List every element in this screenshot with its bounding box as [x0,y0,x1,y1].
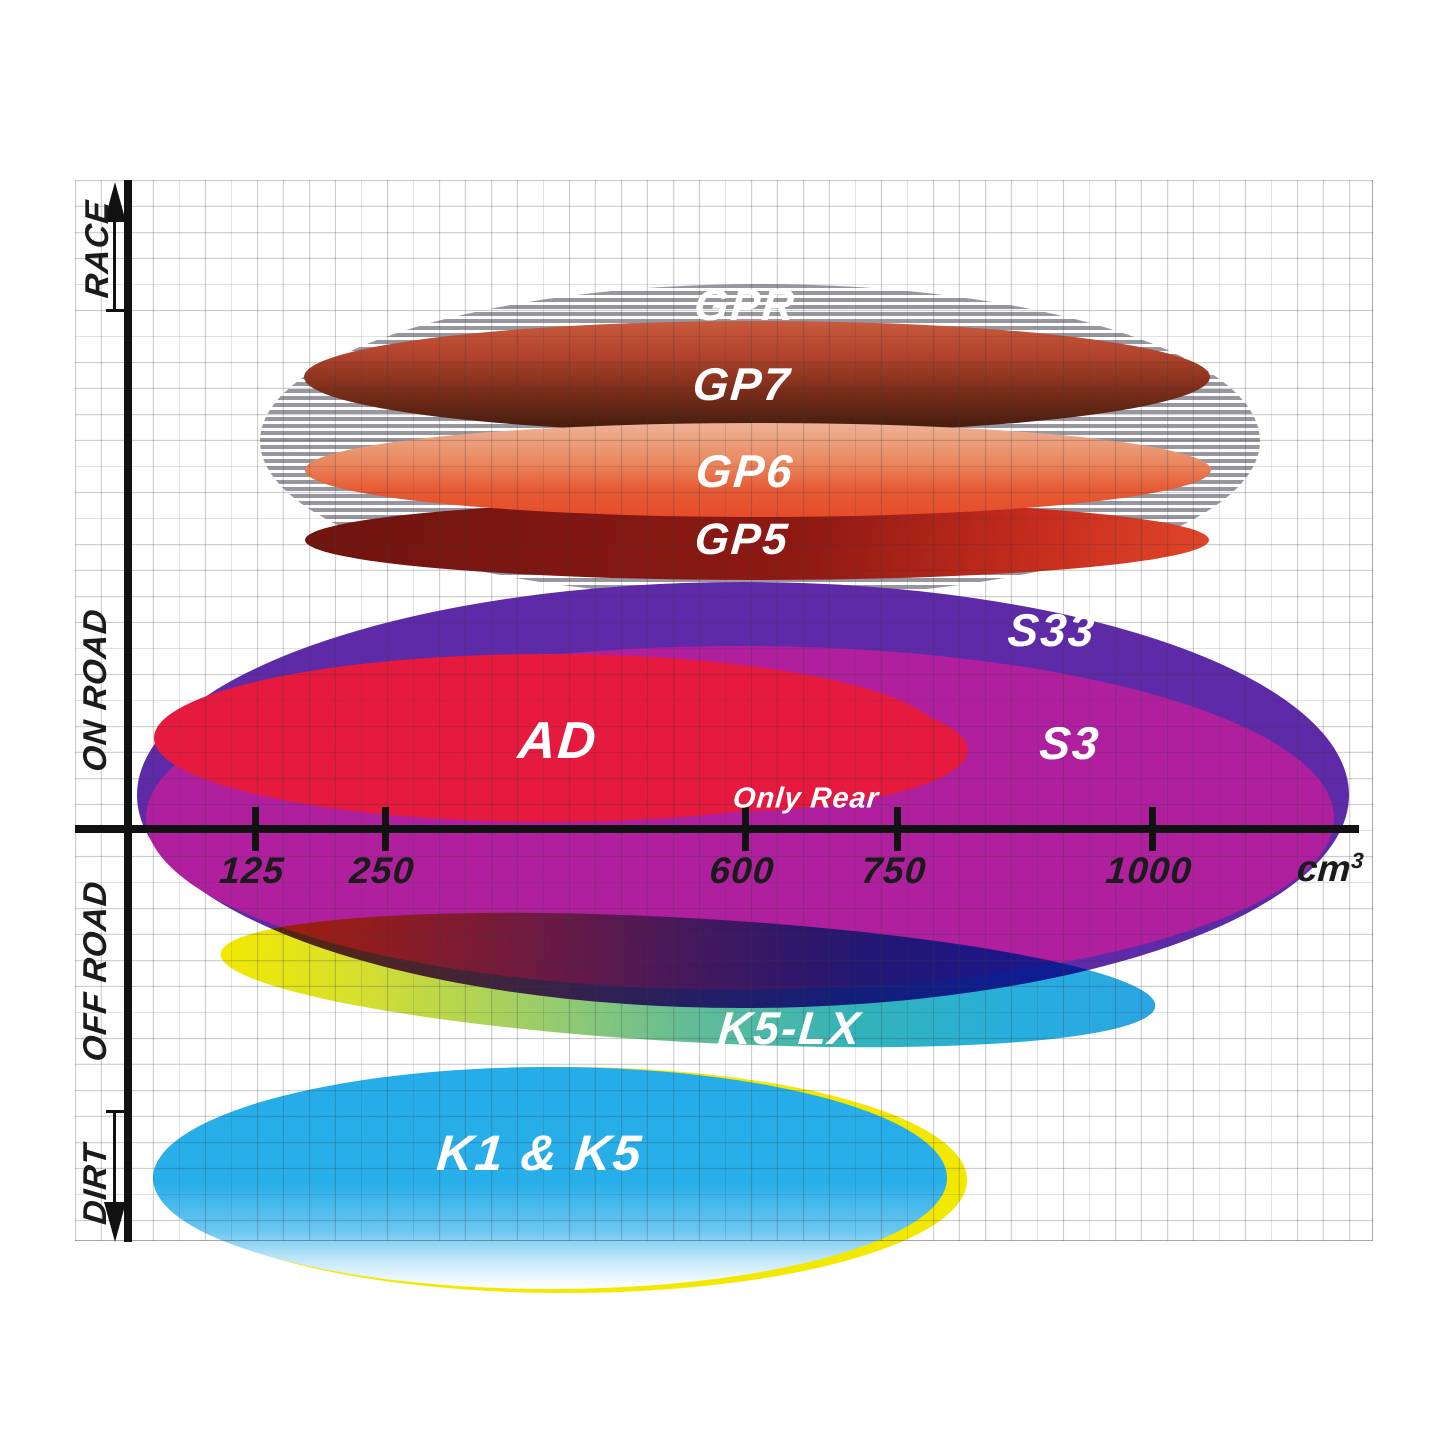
label-k1k5: K1 & K5 [434,1125,646,1181]
dirt-arrow-shaft [113,1112,116,1206]
y-category-off-road: OFF ROAD [76,878,113,1064]
label-gp7: GP7 [690,358,794,410]
x-tick-label-750: 750 [860,850,928,891]
dirt-direction-arrow-icon [104,1202,126,1242]
region-gp6-ellipse [305,423,1211,517]
x-tick-125 [252,807,259,851]
race-arrow-cap [106,309,124,312]
x-tick-1000 [1149,807,1156,851]
region-ad-only-rear-lobe [452,688,968,812]
x-tick-label-250: 250 [348,850,416,891]
x-axis-unit-label: cm3 [1296,848,1365,890]
x-tick-label-125: 125 [218,850,286,891]
x-tick-label-1000: 1000 [1104,850,1194,891]
region-k1k5-ellipse [153,1067,947,1289]
label-gp6: GP6 [693,445,797,497]
dirt-arrow-cap [106,1110,124,1113]
label-ad: AD [515,712,601,770]
x-tick-label-600: 600 [708,850,776,891]
unit-exponent: 3 [1350,847,1365,873]
x-tick-600 [742,807,749,851]
region-gp7-ellipse [304,321,1210,433]
label-s33: S33 [1005,604,1099,656]
grid-lines [75,180,1373,1241]
x-axis-line [75,825,1359,833]
label-gp5: GP5 [692,515,792,564]
y-axis-line [124,180,132,1242]
x-tick-750 [894,807,901,851]
label-ad-only-rear: Only Rear [731,782,881,815]
label-s3: S3 [1037,717,1103,769]
label-gpr: GPR [692,281,798,330]
unit-base: cm [1295,848,1353,890]
y-category-race: RACE [78,198,115,300]
race-arrow-shaft [113,218,116,312]
y-category-dirt: DIRT [76,1141,113,1227]
race-direction-arrow-icon [104,182,126,222]
x-tick-250 [382,807,389,851]
label-k5lx: K5-LX [716,1002,864,1054]
y-category-on-road: ON ROAD [76,606,113,774]
